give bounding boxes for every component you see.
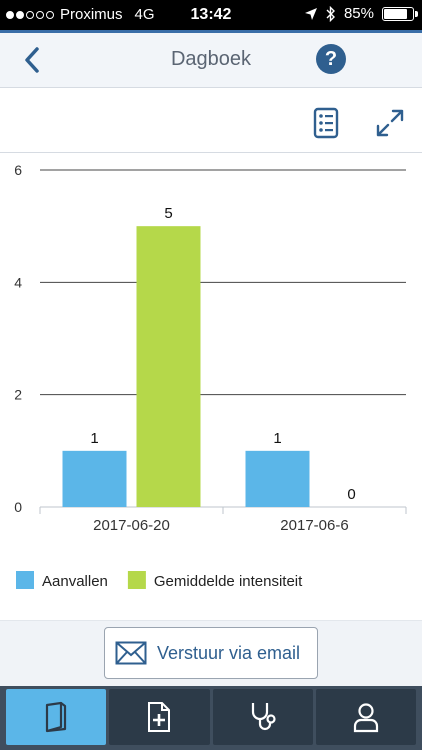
legend-label: Aanvallen — [42, 573, 108, 590]
data-label: 1 — [90, 430, 98, 447]
y-tick-label: 4 — [14, 274, 22, 290]
legend-swatch — [16, 571, 34, 589]
y-tick-label: 2 — [14, 387, 22, 403]
battery-icon — [382, 6, 418, 21]
data-label: 1 — [273, 430, 281, 447]
back-button[interactable] — [18, 44, 48, 76]
bar — [136, 226, 201, 507]
tab-profile[interactable] — [315, 689, 416, 745]
y-tick-label: 0 — [14, 499, 22, 515]
stethoscope-icon — [251, 703, 276, 731]
x-tick-label: 2017-06-20 — [93, 517, 170, 534]
envelope-icon — [115, 641, 147, 665]
list-view-button[interactable] — [312, 107, 342, 139]
y-tick-label: 6 — [14, 162, 22, 178]
network-type: 4G — [134, 6, 155, 23]
email-bar: Verstuur via email — [0, 620, 422, 686]
signal-strength-icon — [6, 10, 54, 19]
legend-label: Gemiddelde intensiteit — [154, 573, 303, 590]
data-label: 5 — [164, 205, 172, 222]
location-arrow-icon — [304, 7, 317, 20]
navigation-bar: Dagboek ? — [0, 30, 422, 88]
help-button[interactable]: ? — [316, 44, 346, 74]
send-email-label: Verstuur via email — [157, 642, 301, 663]
fullscreen-button[interactable] — [374, 107, 404, 139]
battery-percent: 85% — [343, 5, 374, 22]
carrier-name: Proximus — [60, 6, 123, 23]
x-tick-label: 2017-06-6 — [280, 517, 348, 534]
tab-add-entry[interactable] — [109, 689, 210, 745]
book-icon — [46, 701, 67, 733]
bar-chart: 0 2 4 6 2017-06-20 2017-06-6 1 1 5 0 Aanvallen Gemi… — [0, 154, 422, 624]
bar — [62, 450, 127, 507]
status-left: Proximus 4G — [6, 6, 155, 23]
list-icon — [313, 107, 339, 139]
nav-accent-line — [0, 30, 422, 33]
chevron-left-icon — [25, 47, 39, 73]
legend-swatch — [127, 571, 146, 589]
chart-svg: 0 2 4 6 2017-06-20 2017-06-6 1 1 5 0 Aanvallen Gemi… — [14, 162, 407, 590]
bar — [245, 450, 310, 507]
status-bar: Proximus 4G 13:42 85% — [0, 0, 422, 30]
battery-fill — [384, 8, 407, 19]
add-document-icon — [148, 702, 171, 732]
chart-toolbar — [0, 89, 422, 153]
tab-bar — [0, 686, 422, 750]
tab-diary[interactable] — [6, 689, 107, 745]
status-right: 85% — [304, 5, 418, 22]
user-icon — [353, 703, 378, 733]
send-email-button[interactable]: Verstuur via email — [104, 627, 318, 679]
page-title: Dagboek — [170, 48, 252, 70]
expand-icon — [376, 109, 404, 137]
data-label: 0 — [347, 486, 355, 503]
bluetooth-icon — [326, 5, 335, 22]
tab-medical[interactable] — [212, 689, 313, 745]
